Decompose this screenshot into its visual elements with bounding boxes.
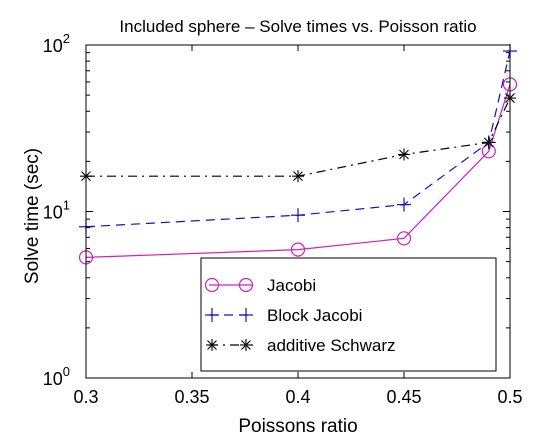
legend-label: additive Schwarz bbox=[267, 336, 396, 355]
legend-marker bbox=[240, 339, 252, 351]
data-point bbox=[398, 148, 410, 161]
legend-marker bbox=[204, 277, 220, 293]
data-point bbox=[290, 242, 306, 257]
y-axis-label: Solve time (sec) bbox=[22, 148, 43, 284]
ast-d2 bbox=[399, 149, 409, 160]
x-tick-label: 0.4 bbox=[285, 387, 310, 407]
legend-marker bbox=[238, 277, 254, 293]
legend-label: Block Jacobi bbox=[267, 306, 362, 325]
x-tick-label: 0.3 bbox=[73, 387, 98, 407]
ast-d2 bbox=[483, 137, 494, 148]
series-line bbox=[85, 50, 511, 228]
y-tick-base: 10 bbox=[43, 369, 63, 389]
plot-frame bbox=[85, 44, 511, 379]
series-layer bbox=[78, 44, 518, 265]
legend-marker bbox=[239, 308, 253, 322]
y-tick-base: 10 bbox=[43, 203, 63, 223]
legend: Jacobi Block Jacobi additive Schwarz bbox=[200, 257, 497, 372]
x-axis-label: Poissons ratio bbox=[238, 416, 357, 437]
x-tick-label: 0.45 bbox=[386, 387, 421, 407]
chart-title: Included sphere – Solve times vs. Poisso… bbox=[119, 17, 476, 36]
x-tick-label: 0.35 bbox=[174, 387, 209, 407]
y-tick-exponent: 0 bbox=[63, 364, 70, 379]
y-tick-base: 10 bbox=[43, 36, 63, 56]
legend-item: Jacobi bbox=[204, 276, 316, 295]
x-tick-label: 0.5 bbox=[497, 387, 522, 407]
x-axis-ticks: 0.3 0.35 0.4 0.45 0.5 bbox=[73, 45, 523, 407]
data-point bbox=[292, 170, 304, 183]
ast-d2 bbox=[207, 340, 217, 350]
y-tick-exponent: 2 bbox=[63, 31, 70, 46]
data-point bbox=[397, 197, 411, 212]
series-block-jacobi bbox=[79, 44, 517, 234]
y-tick-label: 101 bbox=[43, 198, 70, 223]
legend-label: Jacobi bbox=[267, 276, 316, 295]
legend-item: Block Jacobi bbox=[205, 306, 362, 325]
ast-d2 bbox=[241, 340, 251, 350]
y-tick-exponent: 1 bbox=[63, 198, 70, 213]
data-point bbox=[396, 231, 412, 246]
data-point bbox=[291, 208, 305, 223]
legend-marker bbox=[206, 339, 218, 351]
data-point bbox=[482, 136, 495, 149]
series-line bbox=[86, 97, 511, 177]
series-additive-schwarz bbox=[80, 92, 516, 183]
y-tick-label: 100 bbox=[43, 364, 70, 389]
ast-d2 bbox=[293, 171, 303, 182]
legend-marker bbox=[205, 308, 219, 322]
y-tick-label: 102 bbox=[43, 31, 70, 56]
legend-item: additive Schwarz bbox=[206, 336, 396, 355]
